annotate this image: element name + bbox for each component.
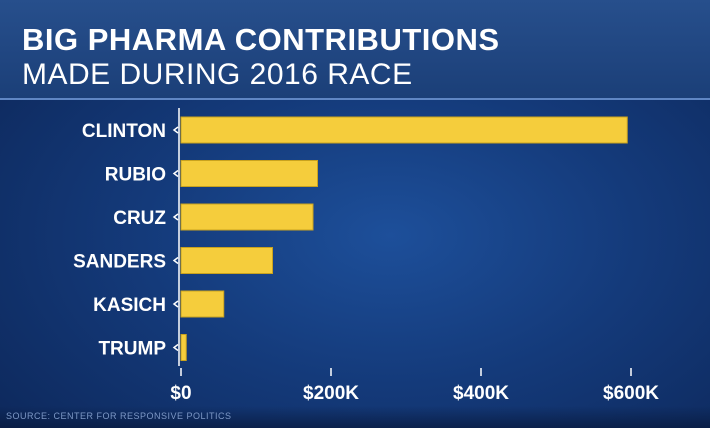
bottom-strip bbox=[0, 406, 710, 428]
bars-layer bbox=[180, 116, 628, 361]
category-label-trump: TRUMP bbox=[98, 339, 166, 360]
category-label-clinton: CLINTON bbox=[82, 121, 166, 142]
x-tick-label: $0 bbox=[170, 383, 191, 404]
category-tick-trump bbox=[172, 343, 179, 352]
x-tick-label: $400K bbox=[453, 383, 509, 404]
chart-header: BIG PHARMA CONTRIBUTIONS MADE DURING 201… bbox=[0, 0, 710, 100]
source-note: SOURCE: CENTER FOR RESPONSIVE POLITICS bbox=[6, 411, 232, 421]
category-tick-kasich bbox=[172, 300, 179, 308]
bar-clinton bbox=[180, 116, 628, 144]
category-label-cruz: CRUZ bbox=[113, 208, 166, 229]
bar-cruz bbox=[180, 203, 314, 231]
category-label-rubio: RUBIO bbox=[105, 165, 166, 186]
x-tick-label: $600K bbox=[603, 383, 659, 404]
x-tick-label: $200K bbox=[303, 383, 359, 404]
chart-subtitle: MADE DURING 2016 RACE bbox=[22, 58, 413, 91]
bar-sanders bbox=[180, 247, 273, 274]
category-labels: CLINTON RUBIO CRUZ SANDERS KASICH TRUMP bbox=[73, 121, 166, 360]
category-tick-sanders bbox=[172, 256, 179, 265]
category-tick-clinton bbox=[172, 126, 179, 134]
x-axis: $0 $200K $400K $600K bbox=[170, 108, 659, 404]
chart-title: BIG PHARMA CONTRIBUTIONS bbox=[22, 22, 500, 57]
category-tick-rubio bbox=[172, 169, 179, 178]
bar-trump bbox=[180, 334, 187, 361]
bar-rubio bbox=[180, 160, 318, 187]
category-label-kasich: KASICH bbox=[93, 295, 166, 316]
category-tick-cruz bbox=[172, 213, 179, 221]
category-label-sanders: SANDERS bbox=[73, 252, 166, 273]
bar-kasich bbox=[180, 290, 225, 318]
